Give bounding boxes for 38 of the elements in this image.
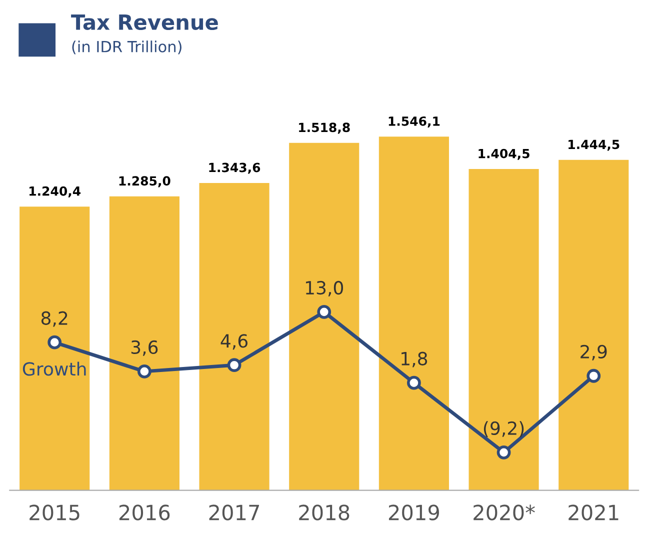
point xyxy=(407,376,421,390)
x-tick-label: 2021 xyxy=(568,504,618,520)
bar xyxy=(20,206,90,490)
data-label: 1.444,5 xyxy=(568,140,620,151)
bar xyxy=(109,196,180,490)
series-label: Growth xyxy=(22,362,86,376)
data-label: 1.518,8 xyxy=(299,122,350,134)
bar xyxy=(199,182,270,490)
data-label: 1,8 xyxy=(402,352,428,368)
data-label: 1.546,1 xyxy=(388,116,440,128)
x-tick-label: 2017 xyxy=(209,504,259,520)
chart-subtitle: (in IDR Trillion) xyxy=(72,40,182,54)
point xyxy=(137,364,152,378)
bar xyxy=(468,169,539,490)
data-label: 1.285,0 xyxy=(119,176,170,188)
bar xyxy=(289,142,360,490)
data-label: 1.240,4 xyxy=(30,186,81,198)
x-tick-label: 2016 xyxy=(119,504,170,520)
bar xyxy=(558,160,629,490)
point xyxy=(586,368,601,383)
data-label: 8,2 xyxy=(41,311,68,327)
data-label: 2,9 xyxy=(580,344,607,360)
x-tick-label: 2018 xyxy=(299,504,350,520)
x-tick-label: 2015 xyxy=(30,504,80,520)
data-label: 1.343,6 xyxy=(209,162,260,174)
data-label: 1.404,5 xyxy=(478,148,530,160)
bar xyxy=(378,136,449,490)
chart-title: Tax Revenue xyxy=(71,14,218,30)
point xyxy=(227,358,242,372)
data-label: 4,6 xyxy=(220,334,248,350)
data-label: 13,0 xyxy=(306,280,344,296)
point xyxy=(48,335,62,350)
point xyxy=(317,305,332,319)
data-label: 3,6 xyxy=(131,340,158,356)
data-label: (9,2) xyxy=(484,421,524,438)
point xyxy=(496,445,511,460)
x-tick-label: 2020* xyxy=(474,504,535,520)
x-tick-label: 2019 xyxy=(388,504,439,520)
